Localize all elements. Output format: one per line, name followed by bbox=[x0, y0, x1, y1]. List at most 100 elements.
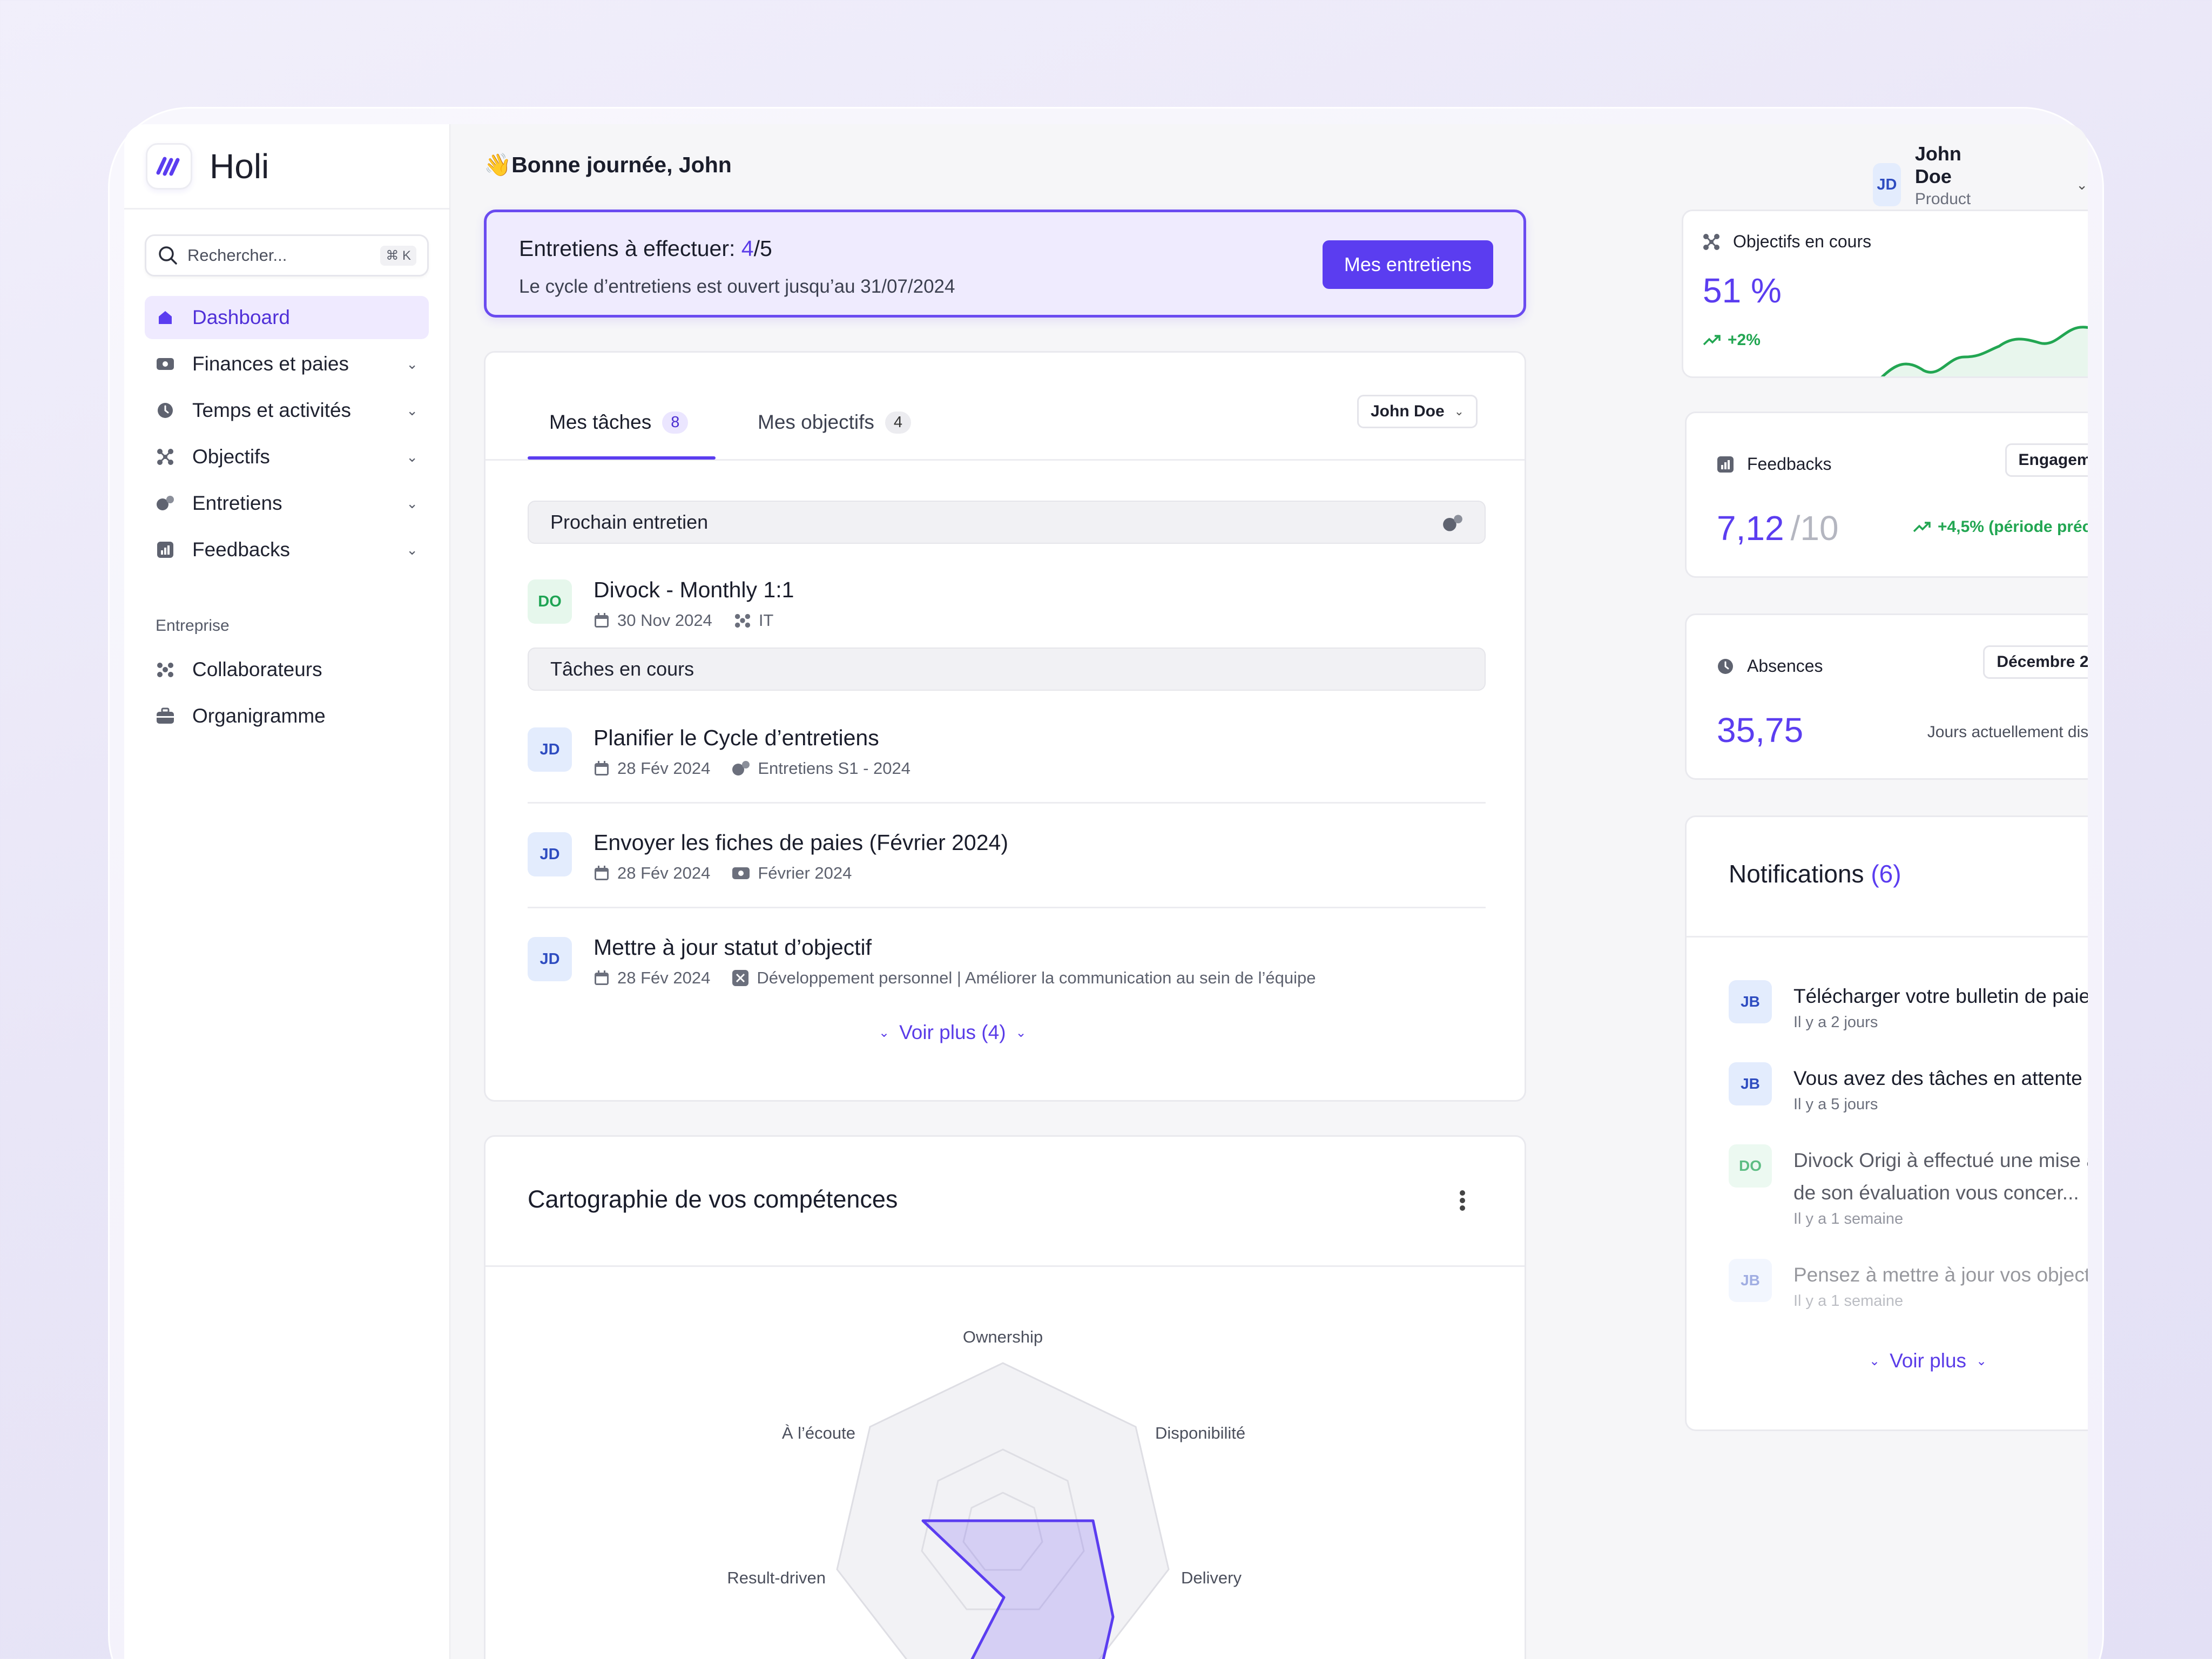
dropdown-value: John Doe bbox=[1371, 402, 1445, 420]
clock-icon bbox=[1718, 658, 1733, 674]
app-name: Holi bbox=[210, 146, 269, 186]
sidebar-item-feedbacks[interactable]: Feedbacks ⌄ bbox=[145, 528, 429, 571]
tab-count-badge: 8 bbox=[662, 411, 689, 434]
chevron-down-icon[interactable]: ⌄ bbox=[406, 402, 418, 419]
card-title: Notifications bbox=[1729, 860, 1864, 888]
chevron-down-icon[interactable]: ⌄ bbox=[406, 355, 418, 372]
search-placeholder: Rechercher... bbox=[187, 246, 287, 265]
task-meta: 30 Nov 2024 IT bbox=[594, 611, 795, 630]
see-more-tasks-link[interactable]: ⌄ Voir plus (4) ⌄ bbox=[869, 1021, 1036, 1044]
objectives-card: Objectifs en cours 51 % +2% bbox=[1682, 210, 2088, 378]
divider bbox=[485, 1265, 1525, 1267]
chevron-down-icon: ⌄ bbox=[1015, 1025, 1027, 1040]
people-icon bbox=[156, 494, 175, 513]
sidebar: Holi Rechercher... ⌘ K Dashboard Finance… bbox=[124, 124, 450, 1659]
notification-time: Il y a 1 semaine bbox=[1793, 1292, 1904, 1310]
search-shortcut: ⌘ K bbox=[380, 245, 416, 266]
task-date: 28 Fév 2024 bbox=[617, 968, 711, 987]
task-meta: 28 Fév 2024 Développement personnel | Am… bbox=[594, 968, 1337, 988]
avatar: JD bbox=[528, 937, 572, 981]
chevron-down-icon: ⌄ bbox=[1976, 1353, 1987, 1368]
avatar: JB bbox=[1729, 980, 1772, 1023]
radar-axis-label: Delivery bbox=[1181, 1568, 1242, 1587]
task-title: Mettre à jour statut d’objectif bbox=[594, 935, 872, 960]
sidebar-item-label: Collaborateurs bbox=[192, 658, 322, 680]
absences-caption: Jours actuellement disponibles bbox=[1927, 723, 2088, 741]
banner-subtitle: Le cycle d’entretiens est ouvert jusqu’a… bbox=[519, 276, 955, 297]
home-icon bbox=[156, 308, 175, 327]
my-interviews-button[interactable]: Mes entretiens bbox=[1322, 240, 1493, 289]
more-vertical-icon[interactable] bbox=[1459, 1190, 1466, 1211]
chevron-down-icon[interactable]: ⌄ bbox=[406, 541, 418, 558]
chevron-down-icon[interactable]: ⌄ bbox=[406, 495, 418, 511]
task-tag: Développement personnel | Améliorer la c… bbox=[757, 968, 1316, 987]
task-title: Divock - Monthly 1:1 bbox=[594, 577, 794, 602]
sidebar-item-label: Temps et activités bbox=[192, 399, 352, 421]
chart-icon bbox=[1717, 456, 1734, 473]
score-max: /10 bbox=[1790, 509, 1839, 548]
tab-mes-objectifs[interactable]: Mes objectifs 4 bbox=[758, 411, 912, 434]
objectives-value: 51 % bbox=[1703, 271, 1782, 310]
radar-axis-label: À l’écoute bbox=[782, 1424, 855, 1442]
avatar: DO bbox=[1729, 1144, 1772, 1188]
sidebar-item-label: Feedbacks bbox=[192, 538, 290, 561]
logo-row: Holi bbox=[124, 124, 449, 210]
objectives-delta: +2% bbox=[1703, 331, 1761, 349]
sidebar-item-label: Finances et paies bbox=[192, 353, 349, 375]
ongoing-tasks-section: Tâches en cours bbox=[528, 648, 1486, 691]
main-nav: Dashboard Finances et paies ⌄ Temps et a… bbox=[145, 296, 429, 571]
see-more-notifications-link[interactable]: ⌄ Voir plus ⌄ bbox=[1859, 1350, 1997, 1372]
task-tag: Février 2024 bbox=[758, 864, 852, 882]
tab-mes-taches[interactable]: Mes tâches 8 bbox=[549, 411, 689, 434]
calendar-icon bbox=[595, 970, 609, 985]
banner-total-count: /5 bbox=[753, 236, 772, 261]
avatar: JB bbox=[1729, 1259, 1772, 1302]
chevron-down-icon[interactable]: ⌄ bbox=[406, 448, 418, 465]
banner-title-prefix: Entretiens à effectuer: bbox=[519, 236, 741, 261]
wave-icon: 👋 bbox=[484, 152, 512, 177]
notification-time: Il y a 5 jours bbox=[1793, 1096, 1878, 1113]
sidebar-item-entretiens[interactable]: Entretiens ⌄ bbox=[145, 482, 429, 525]
target-icon bbox=[156, 447, 175, 467]
greeting-text: Bonne journée, John bbox=[511, 152, 732, 177]
chevron-down-icon[interactable]: ⌄ bbox=[2076, 176, 2088, 193]
trend-up-icon bbox=[1703, 335, 1721, 346]
radar-grid-outer bbox=[836, 1362, 1170, 1659]
calendar-icon bbox=[595, 613, 609, 628]
feedback-type-dropdown[interactable]: Engagement⌄ bbox=[2005, 443, 2088, 477]
sidebar-item-temps[interactable]: Temps et activités ⌄ bbox=[145, 389, 429, 432]
divider bbox=[1687, 936, 2088, 938]
tasks-tabs: Mes tâches 8 Mes objectifs 4 John Doe ⌄ bbox=[485, 353, 1525, 461]
target-icon bbox=[732, 970, 749, 986]
sparkline-line bbox=[1880, 326, 2088, 376]
radar-axis-label: Disponibilité bbox=[1155, 1424, 1245, 1442]
people-icon bbox=[1443, 515, 1462, 531]
user-name: John Doe bbox=[1914, 143, 1961, 187]
search-input[interactable]: Rechercher... ⌘ K bbox=[145, 234, 429, 276]
sidebar-item-finances[interactable]: Finances et paies ⌄ bbox=[145, 342, 429, 386]
score-value: 7,12 bbox=[1717, 509, 1784, 548]
radar-axis-label: Result-driven bbox=[727, 1568, 826, 1587]
app-window: Holi Rechercher... ⌘ K Dashboard Finance… bbox=[124, 124, 2088, 1659]
interviews-banner: Entretiens à effectuer: 4/5 Le cycle d’e… bbox=[484, 210, 1526, 318]
sidebar-item-organigramme[interactable]: Organigramme bbox=[145, 694, 429, 738]
sidebar-item-collaborateurs[interactable]: Collaborateurs bbox=[145, 648, 429, 691]
radar-grid-inner bbox=[921, 1448, 1085, 1610]
notification-time: Il y a 1 semaine bbox=[1793, 1210, 1904, 1228]
month-dropdown[interactable]: Décembre 2024⌄ bbox=[1983, 645, 2088, 679]
absences-value: 35,75 bbox=[1717, 711, 1804, 750]
person-filter-dropdown[interactable]: John Doe ⌄ bbox=[1357, 395, 1478, 428]
sidebar-item-dashboard[interactable]: Dashboard bbox=[145, 296, 429, 339]
avatar: DO bbox=[528, 579, 572, 624]
task-tag: Entretiens S1 - 2024 bbox=[758, 759, 911, 778]
holi-logo-icon[interactable] bbox=[146, 143, 192, 190]
sidebar-item-objectifs[interactable]: Objectifs ⌄ bbox=[145, 435, 429, 478]
objectives-title-row: Objectifs en cours bbox=[1703, 232, 1871, 252]
divider bbox=[528, 907, 1486, 908]
trend-up-icon bbox=[1913, 522, 1931, 532]
task-date: 30 Nov 2024 bbox=[617, 611, 712, 630]
skills-title: Cartographie de vos compétences bbox=[528, 1185, 898, 1213]
radar-grid-core bbox=[962, 1492, 1043, 1571]
task-tag: IT bbox=[758, 611, 774, 630]
banner-done-count: 4 bbox=[741, 236, 754, 261]
